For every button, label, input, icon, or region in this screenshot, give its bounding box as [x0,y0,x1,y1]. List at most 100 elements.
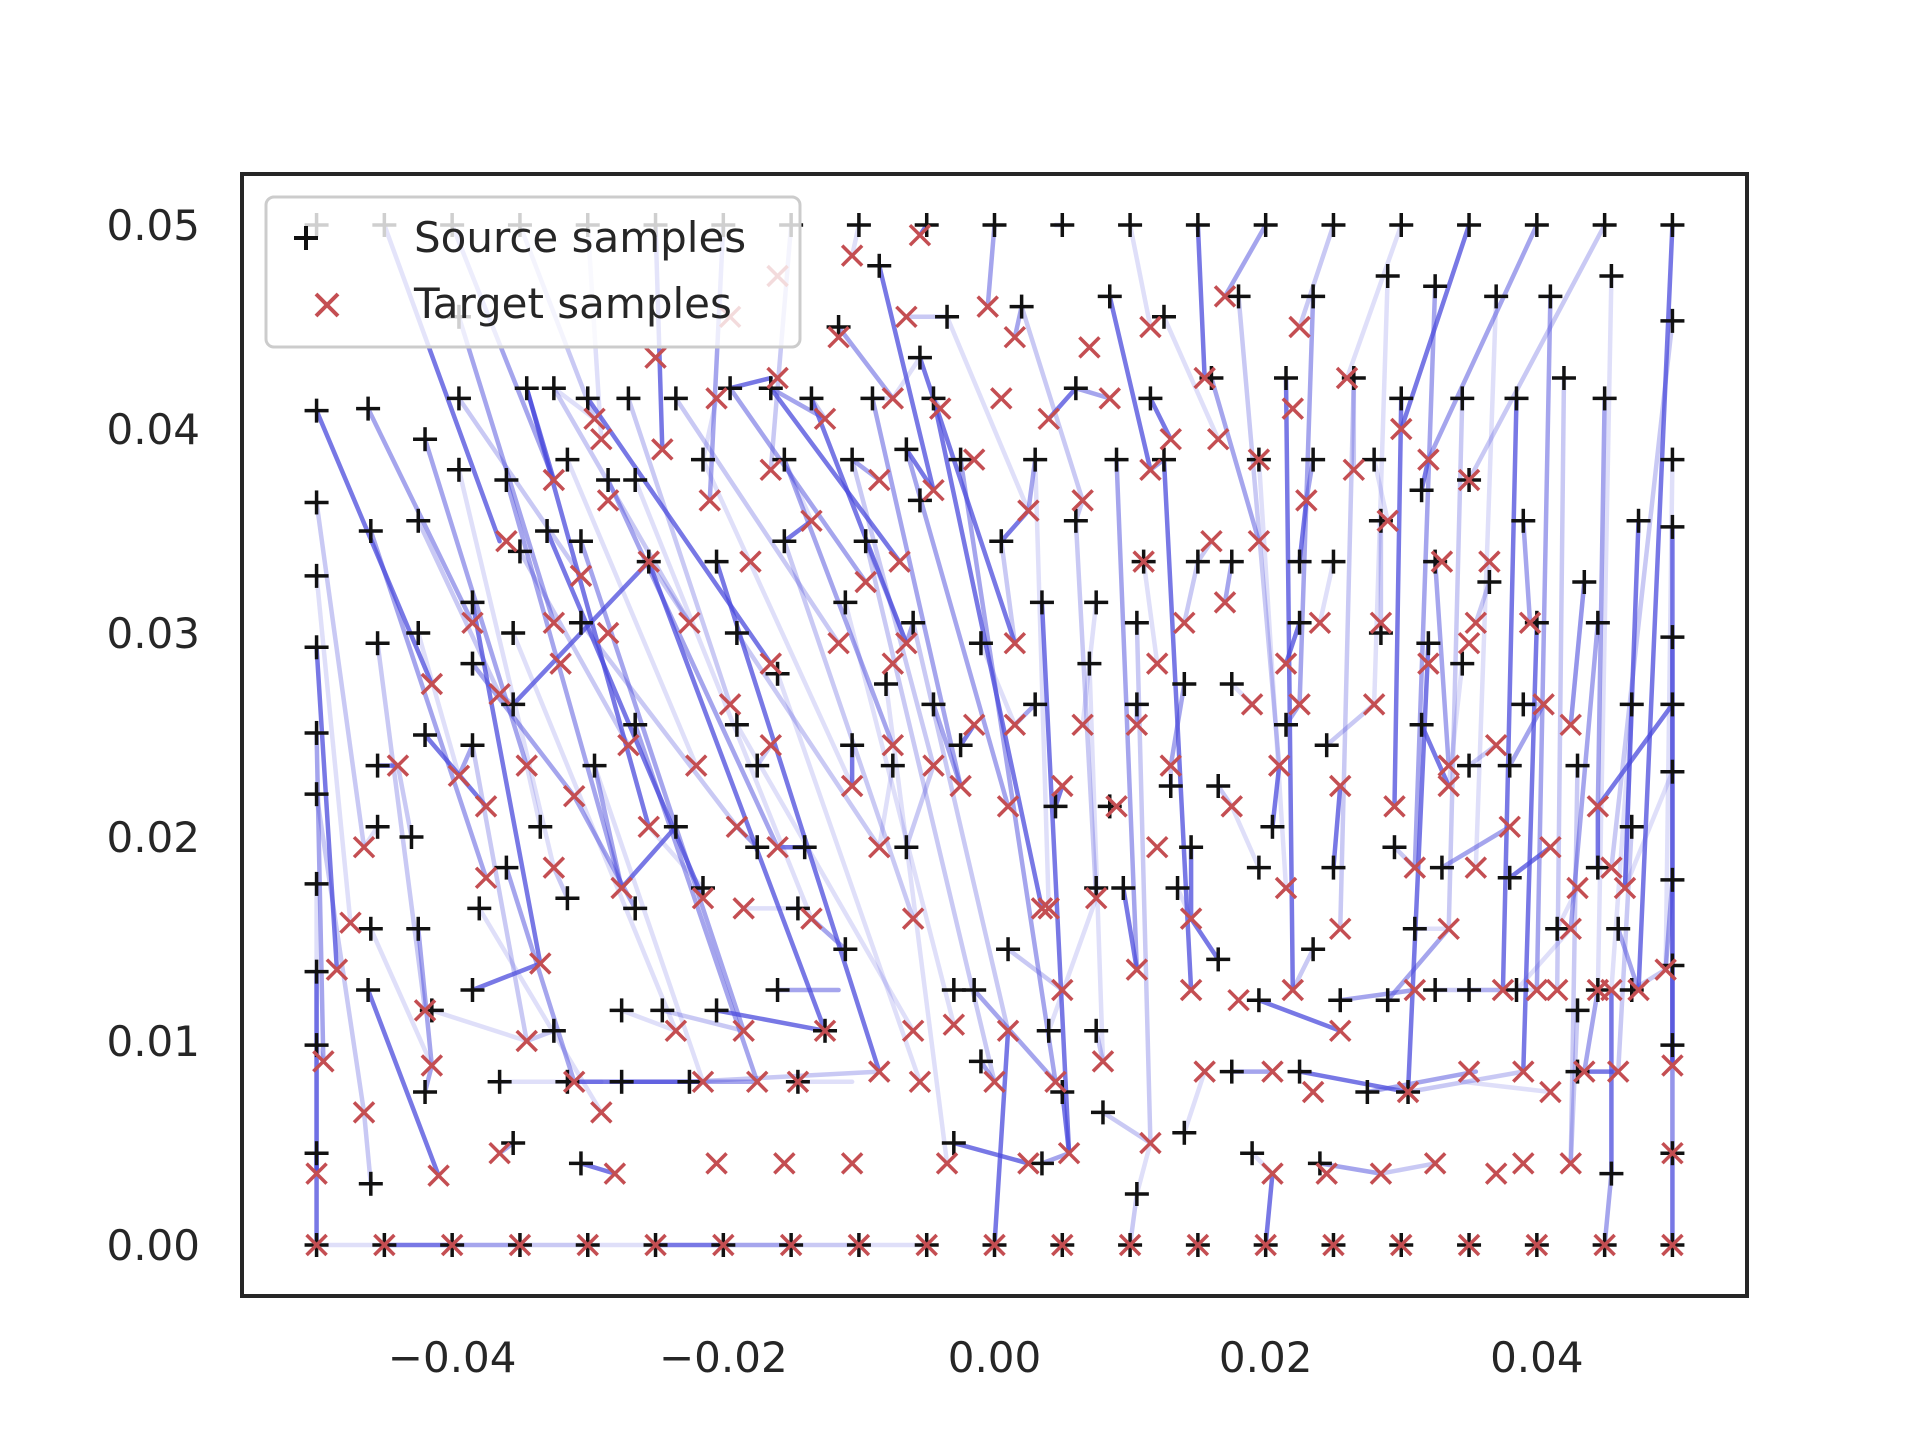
target-point [1512,1152,1535,1175]
link-line [592,763,624,891]
target-point [1139,458,1162,482]
target-point [786,1070,810,1094]
source-point [304,959,329,984]
target-point [895,631,918,655]
target-point [1078,336,1101,359]
target-point [868,1060,891,1083]
source-point [623,896,648,921]
target-point [1193,366,1216,390]
target-point [637,550,660,573]
target-point [1091,1050,1115,1073]
link-line [1405,640,1431,1095]
link-line [1290,946,1316,993]
link-line [904,447,1011,809]
source-point [1409,712,1434,737]
source-point [1151,447,1176,472]
target-point [427,1164,450,1187]
target-point [1037,897,1060,920]
target-point [495,529,518,553]
source-point [799,386,824,411]
source-point [1457,978,1482,1002]
source-point [1050,1080,1075,1104]
target-point [440,1233,464,1257]
target-point [976,295,999,318]
source-point [555,886,580,911]
target-point [1437,774,1460,798]
source-point [1355,1080,1380,1104]
target-point [1308,611,1332,635]
link-line [1229,804,1262,870]
target-point [678,611,701,635]
target-point [990,387,1013,410]
target-point [935,1152,959,1175]
source-point [1104,447,1129,472]
target-point [779,1233,803,1257]
target-point [1159,754,1182,777]
source-point [304,720,329,745]
target-point [840,244,864,267]
link-line [1554,375,1567,993]
source-point [555,447,580,472]
link-line [1134,620,1153,1146]
target-point [1139,315,1162,339]
target-point [996,1019,1020,1043]
source-point [1423,274,1448,299]
link-line [1317,559,1336,626]
target-point [1105,795,1128,818]
target-point [922,478,945,502]
source-point [948,733,973,758]
link-line [1141,559,1160,666]
link-line [578,620,740,830]
target-point [590,1101,613,1124]
target-point [1586,795,1610,818]
source-point [1260,814,1285,839]
target-point [1403,978,1427,1002]
source-point [541,376,566,401]
target-point [1600,978,1623,1002]
target-point [1030,897,1054,920]
source-point [914,213,939,237]
target-point [1071,713,1094,737]
target-point [312,1050,335,1073]
source-point [304,490,329,515]
link-line [470,961,543,993]
source-point [785,896,810,921]
target-point [596,489,620,512]
link-line [863,538,909,646]
target-point [1559,1152,1582,1175]
source-point [758,376,783,401]
target-point [881,733,905,757]
link-line [1534,294,1553,993]
source-point [1050,213,1075,237]
source-point [1660,867,1685,892]
source-point [1023,692,1048,717]
target-point [1247,448,1271,471]
target-point [1606,1060,1630,1083]
target-point [881,387,905,410]
source-point [1124,692,1149,717]
target-point [705,1152,728,1175]
source-point [1450,386,1475,411]
source-point [1504,978,1529,1002]
target-point [1362,693,1386,716]
link-line [687,1069,882,1085]
link-line [578,538,746,1034]
target-point [1464,611,1488,635]
target-point [718,693,742,716]
source-point [1077,651,1102,676]
source-point [1321,213,1346,237]
target-point [325,958,349,981]
target-point [1661,1141,1684,1165]
target-point [651,438,674,461]
target-point [908,1070,932,1094]
target-point [1132,550,1155,573]
link-line [734,722,916,1034]
link-line [504,865,577,1085]
link-line [904,763,936,850]
x-tick-label: 0.00 [948,1333,1042,1382]
source-point [1023,447,1048,472]
target-point [1186,1233,1210,1257]
source-point [894,835,919,860]
target-point [1288,693,1311,716]
